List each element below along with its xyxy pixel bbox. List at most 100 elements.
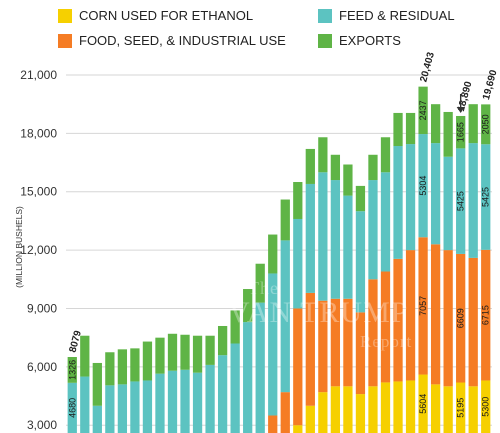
bar-segment-fsi <box>405 250 416 381</box>
bar-segment-fsi <box>293 308 303 426</box>
bar-segment-exports <box>430 104 441 144</box>
bar-segment-ethanol <box>330 386 341 433</box>
bar-segment-ethanol <box>468 386 478 433</box>
bar-segment-ethanol <box>430 384 441 433</box>
bar-segment-feed <box>67 382 77 433</box>
data-label: 6609 <box>456 308 466 328</box>
bar-segment-feed <box>243 322 253 433</box>
bar-segment-feed <box>393 146 403 259</box>
bar-segment-exports <box>318 137 328 173</box>
legend-label-ethanol: CORN USED FOR ETHANOL <box>79 8 254 23</box>
bar-segment-exports <box>443 111 453 157</box>
legend-label-fsi: FOOD, SEED, & INDUSTRIAL USE <box>79 33 286 48</box>
bar-segment-fsi <box>305 292 315 406</box>
bar-segment-feed <box>318 172 328 301</box>
bar-segment-feed <box>443 156 453 251</box>
legend-item-fsi: FOOD, SEED, & INDUSTRIAL USE <box>58 33 286 48</box>
bar-segment-feed <box>192 372 203 433</box>
bar-segment-feed <box>456 148 466 254</box>
bar-segment-exports <box>305 148 315 184</box>
bar-segment-ethanol <box>405 380 416 433</box>
data-label: 5300 <box>481 397 491 417</box>
data-label: 1665 <box>456 122 466 142</box>
bar-segment-fsi <box>418 237 428 375</box>
bar-segment-ethanol <box>380 382 391 433</box>
bar-segment-fsi <box>456 253 466 383</box>
total-label: 19,690 <box>481 68 500 101</box>
bar-segment-exports <box>355 185 366 212</box>
bar-segment-exports <box>92 362 102 406</box>
bar-segment-feed <box>205 364 215 433</box>
bar-segment-exports <box>130 348 140 382</box>
bar-segment-exports <box>167 333 178 371</box>
bar-segment-exports <box>393 112 403 147</box>
bar-segment-feed <box>293 218 303 309</box>
bar-segment-ethanol <box>305 405 315 433</box>
legend-item-ethanol: CORN USED FOR ETHANOL <box>58 8 253 23</box>
bar-segment-exports <box>293 182 303 219</box>
bar-segment-exports <box>230 310 240 344</box>
bar-segment-ethanol <box>368 386 378 433</box>
data-label: 4680 <box>67 398 77 418</box>
y-tick-label: 12,000 <box>20 243 57 257</box>
y-tick-label: 6,000 <box>27 360 57 374</box>
data-label: 2437 <box>418 100 428 120</box>
bar-segment-feed <box>355 211 366 313</box>
bar-segment-exports <box>456 115 466 149</box>
bar-segment-fsi <box>393 258 403 382</box>
bar-segment-exports <box>380 137 391 173</box>
bar-segment-ethanol <box>293 425 303 433</box>
bar-segment-exports <box>481 104 491 145</box>
data-label: 6715 <box>481 305 491 325</box>
bar-segment-feed <box>305 183 315 293</box>
data-label: 5304 <box>418 176 428 196</box>
data-label: 5425 <box>456 191 466 211</box>
bar-segment-feed <box>405 144 416 251</box>
bar-segment-exports <box>280 199 290 241</box>
bar-segment-exports <box>192 335 203 373</box>
bar-segment-fsi <box>268 415 278 433</box>
bar-segment-feed <box>343 195 353 299</box>
bar-segment-feed <box>280 240 290 393</box>
bar-segment-fsi <box>430 244 441 385</box>
legend-swatch-exports <box>318 33 332 48</box>
bar-segment-ethanol <box>418 374 428 433</box>
chart-legend: CORN USED FOR ETHANOL FOOD, SEED, & INDU… <box>0 0 500 62</box>
bar-segment-feed <box>230 343 240 433</box>
bar-segment-feed <box>180 369 190 433</box>
bar-segment-ethanol <box>481 380 491 433</box>
bar-segment-exports <box>155 337 165 374</box>
legend-swatch-fsi <box>58 33 72 48</box>
bar-segment-exports <box>180 334 190 370</box>
bar-segment-exports <box>142 341 153 381</box>
bar-segment-feed <box>117 384 128 433</box>
legend-swatch-ethanol <box>58 8 72 23</box>
bar-segment-ethanol <box>456 382 466 433</box>
bar-segment-feed <box>92 405 102 433</box>
bar-segment-ethanol <box>393 381 403 433</box>
bar-segment-fsi <box>380 271 391 383</box>
bar-segment-exports <box>468 104 478 144</box>
bar-segment-ethanol <box>318 392 328 433</box>
legend-item-exports: EXPORTS <box>318 33 401 48</box>
bar-segment-ethanol <box>443 386 453 433</box>
bar-segment-fsi <box>280 392 290 433</box>
bar-segment-fsi <box>355 312 366 395</box>
bar-segment-exports <box>418 86 428 135</box>
data-label: 5604 <box>418 394 428 414</box>
bar-segment-exports <box>80 335 90 377</box>
bar-segment-feed <box>167 370 178 433</box>
bar-segment-exports <box>105 352 115 386</box>
bar-segment-exports <box>368 154 378 181</box>
bar-segment-feed <box>155 373 165 433</box>
legend-swatch-feed <box>318 8 332 23</box>
y-tick-label: 9,000 <box>27 301 57 315</box>
bar-segment-feed <box>330 180 341 299</box>
bar-segment-exports <box>343 164 353 196</box>
bar-segment-fsi <box>443 250 453 387</box>
bar-segment-exports <box>205 335 215 365</box>
bar-segment-fsi <box>481 249 491 381</box>
bar-segment-feed <box>268 273 278 416</box>
